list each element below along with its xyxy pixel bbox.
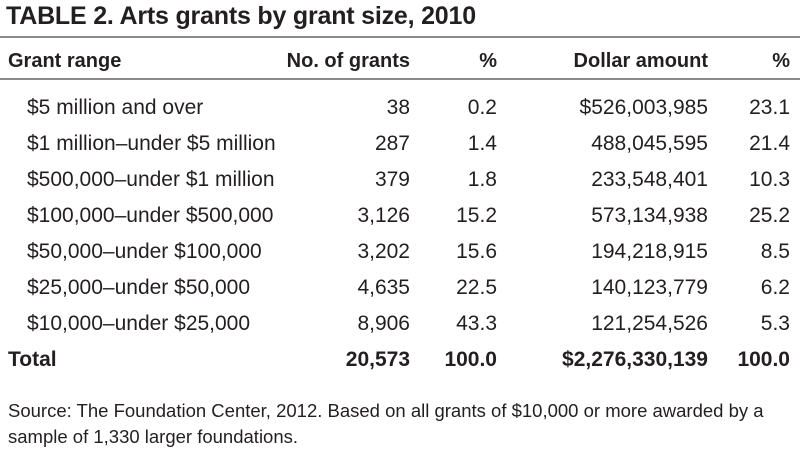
cell-no-of-grants: 38 [386, 96, 410, 119]
table-row: $25,000–under $50,000 4,635 22.5 140,123,77… [0, 276, 800, 306]
cell-grants-percent: 15.6 [456, 240, 497, 263]
cell-dollar-percent: 21.4 [749, 132, 790, 155]
total-dollars: $2,276,330,139 [562, 348, 708, 371]
cell-no-of-grants: 379 [374, 168, 410, 191]
cell-no-of-grants: 8,906 [357, 312, 410, 335]
total-grants: 20,573 [345, 348, 410, 371]
cell-grant-range: $25,000–under $50,000 [27, 276, 251, 299]
header-dollar-amount: Dollar amount [573, 50, 708, 72]
header-grant-range: Grant range [8, 50, 122, 72]
cell-grant-range: $100,000–under $500,000 [27, 204, 274, 227]
table-row: $10,000–under $25,000 8,906 43.3 121,254,52… [0, 312, 800, 342]
header-row: Grant range No. of grants % Dollar amoun… [0, 50, 800, 80]
cell-dollar-percent: 5.3 [760, 312, 790, 335]
cell-no-of-grants: 3,202 [357, 240, 410, 263]
table-title: TABLE 2. Arts grants by grant size, 2010 [6, 2, 476, 30]
cell-dollar-amount: 488,045,595 [591, 132, 708, 155]
cell-dollar-amount: 121,254,526 [591, 312, 708, 335]
cell-grant-range: $5 million and over [27, 96, 204, 119]
cell-dollar-percent: 8.5 [760, 240, 790, 263]
total-label: Total [8, 348, 57, 371]
total-grants-percent: 100.0 [444, 348, 497, 371]
source-note: Source: The Foundation Center, 2012. Bas… [8, 400, 764, 447]
cell-grant-range: $10,000–under $25,000 [27, 312, 251, 335]
cell-grants-percent: 1.4 [467, 132, 497, 155]
cell-dollar-amount: $526,003,985 [579, 96, 708, 119]
divider [0, 78, 800, 80]
cell-grants-percent: 1.8 [467, 168, 497, 191]
table-row: $5 million and over 38 0.2 $526,003,985 23.1 [0, 96, 800, 126]
cell-dollar-amount: 194,218,915 [591, 240, 708, 263]
cell-grants-percent: 0.2 [467, 96, 497, 119]
cell-grants-percent: 15.2 [456, 204, 497, 227]
cell-no-of-grants: 3,126 [357, 204, 410, 227]
table-row: $50,000–under $100,000 3,202 15.6 194,218,9… [0, 240, 800, 270]
cell-grants-percent: 22.5 [456, 276, 497, 299]
divider [0, 36, 800, 38]
cell-grants-percent: 43.3 [456, 312, 497, 335]
table-row: $500,000–under $1 million 379 1.8 233,548,4… [0, 168, 800, 198]
header-dollar-percent: % [772, 50, 790, 72]
cell-dollar-amount: 573,134,938 [591, 204, 708, 227]
cell-dollar-percent: 23.1 [749, 96, 790, 119]
cell-grant-range: $1 million–under $5 million [27, 132, 276, 155]
table-row: $1 million–under $5 million 287 1.4 488,045… [0, 132, 800, 162]
cell-no-of-grants: 287 [374, 132, 410, 155]
total-row: Total 20,573 100.0 $2,276,330,139 100.0 [0, 348, 800, 378]
cell-dollar-percent: 6.2 [760, 276, 790, 299]
cell-dollar-percent: 10.3 [749, 168, 790, 191]
cell-dollar-percent: 25.2 [749, 204, 790, 227]
cell-grant-range: $500,000–under $1 million [27, 168, 275, 191]
cell-dollar-amount: 140,123,779 [591, 276, 708, 299]
header-no-of-grants: No. of grants [286, 50, 410, 72]
table-row: $100,000–under $500,000 3,126 15.2 573,134,… [0, 204, 800, 234]
cell-no-of-grants: 4,635 [357, 276, 410, 299]
total-dollars-percent: 100.0 [737, 348, 790, 371]
cell-grant-range: $50,000–under $100,000 [27, 240, 262, 263]
header-grants-percent: % [479, 50, 497, 72]
cell-dollar-amount: 233,548,401 [591, 168, 708, 191]
